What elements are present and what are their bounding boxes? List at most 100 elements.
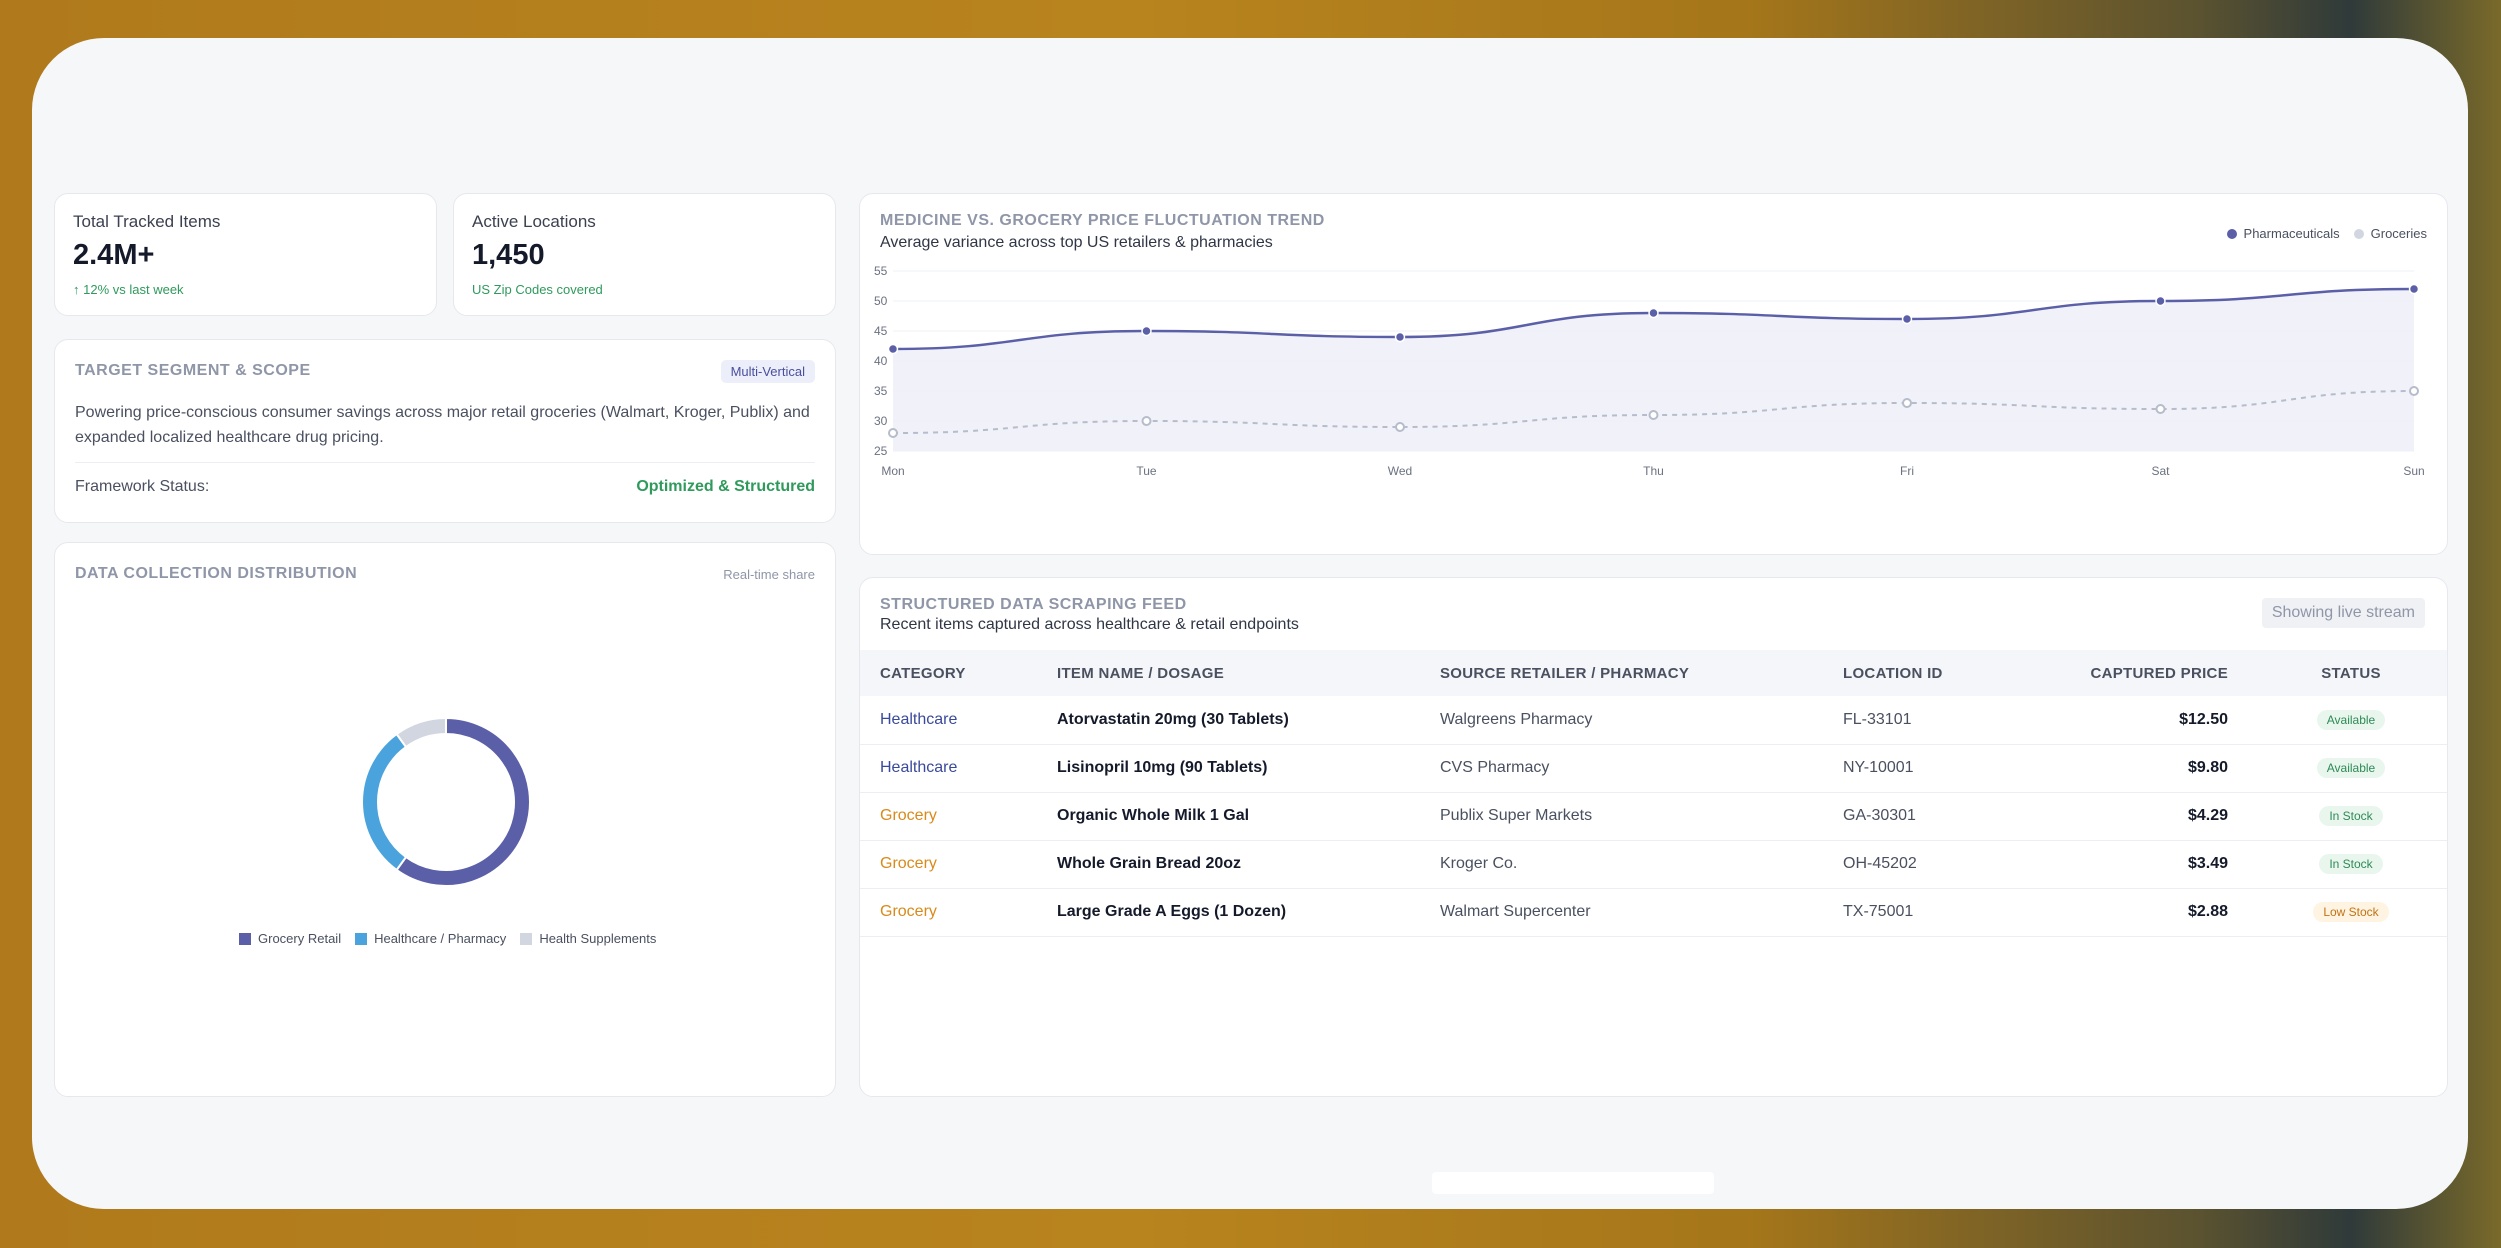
cell-location: OH-45202 bbox=[1823, 840, 2023, 889]
framework-status-value: Optimized & Structured bbox=[636, 478, 815, 495]
kpi-value: 1,450 bbox=[472, 239, 545, 271]
feed-title: STRUCTURED DATA SCRAPING FEED bbox=[880, 596, 1187, 613]
cell-location: TX-75001 bbox=[1823, 888, 2023, 937]
pharma-area-fill bbox=[893, 289, 2414, 451]
legend-swatch bbox=[239, 932, 251, 945]
col-status[interactable]: STATUS bbox=[2248, 650, 2447, 696]
data-point-groceries bbox=[1648, 410, 1659, 420]
kpi-note: US Zip Codes covered bbox=[472, 282, 603, 297]
cell-price: $2.88 bbox=[2023, 888, 2248, 937]
legend-item-supplements: Health Supplements bbox=[520, 931, 656, 946]
legend-item-healthcare: Healthcare / Pharmacy bbox=[355, 931, 506, 946]
data-point-groceries bbox=[888, 428, 898, 438]
legend-swatch bbox=[355, 932, 368, 945]
table-row[interactable]: Grocery Whole Grain Bread 20oz Kroger Co. O… bbox=[860, 840, 2447, 889]
legend-label: Healthcare / Pharmacy bbox=[374, 931, 507, 946]
cell-status: In Stock bbox=[2248, 840, 2447, 889]
legend-item-grocery-retail: Grocery Retail bbox=[239, 931, 341, 946]
cell-status: Available bbox=[2248, 744, 2447, 793]
cell-source: Walmart Supercenter bbox=[1420, 888, 1823, 937]
cell-location: FL-33101 bbox=[1823, 696, 2023, 745]
col-source[interactable]: SOURCE RETAILER / PHARMACY bbox=[1420, 650, 1823, 696]
cell-price: $12.50 bbox=[2023, 696, 2248, 745]
distribution-donut-chart bbox=[361, 716, 531, 887]
table-row[interactable]: Healthcare Lisinopril 10mg (90 Tablets) CV… bbox=[860, 744, 2447, 793]
table-row[interactable]: Grocery Organic Whole Milk 1 Gal Publix Su… bbox=[860, 792, 2447, 841]
cell-item-name: Whole Grain Bread 20oz bbox=[1037, 840, 1420, 889]
feed-table: CATEGORY ITEM NAME / DOSAGE SOURCE RETAI… bbox=[860, 650, 2447, 937]
kpi-label: Active Locations bbox=[472, 212, 596, 231]
slice-healthcare-pharmacy bbox=[361, 732, 408, 872]
framework-status-label: Framework Status: bbox=[75, 478, 210, 495]
cell-source: Walgreens Pharmacy bbox=[1420, 696, 1823, 745]
y-tick-label: 25 bbox=[874, 444, 888, 458]
scope-title: TARGET SEGMENT & SCOPE bbox=[75, 362, 311, 379]
x-tick-label: Tue bbox=[1136, 464, 1157, 478]
data-point-pharmaceuticals bbox=[1394, 331, 1406, 343]
col-item-name[interactable]: ITEM NAME / DOSAGE bbox=[1037, 650, 1420, 696]
status-badge: In Stock bbox=[2319, 854, 2383, 874]
cell-source: Publix Super Markets bbox=[1420, 792, 1823, 841]
slice-grocery-retail bbox=[395, 716, 531, 887]
legend-label: Pharmaceuticals bbox=[2243, 226, 2340, 241]
table-row[interactable]: Healthcare Atorvastatin 20mg (30 Tablets)… bbox=[860, 696, 2447, 745]
legend-item-groceries: Groceries bbox=[2353, 226, 2427, 241]
legend-label: Health Supplements bbox=[539, 931, 657, 946]
cell-location: NY-10001 bbox=[1823, 744, 2023, 793]
y-tick-label: 50 bbox=[874, 294, 888, 308]
multi-vertical-badge: Multi-Vertical bbox=[720, 360, 815, 383]
x-tick-label: Wed bbox=[1388, 464, 1412, 478]
legend-label: Grocery Retail bbox=[258, 931, 342, 946]
x-tick-label: Fri bbox=[1900, 464, 1914, 478]
legend-label: Groceries bbox=[2370, 226, 2427, 241]
data-point-pharmaceuticals bbox=[1141, 325, 1152, 337]
cell-price: $4.29 bbox=[2023, 792, 2248, 841]
realtime-share-label: Real-time share bbox=[723, 567, 815, 582]
cell-category: Grocery bbox=[860, 840, 1037, 889]
col-category[interactable]: CATEGORY bbox=[860, 650, 1037, 696]
legend-item-pharmaceuticals: Pharmaceuticals bbox=[2226, 226, 2340, 241]
status-badge: Available bbox=[2316, 709, 2386, 730]
cell-category: Healthcare bbox=[860, 744, 1037, 793]
cell-status: Available bbox=[2248, 696, 2447, 745]
scope-description: Powering price-conscious consumer saving… bbox=[75, 404, 810, 446]
y-tick-label: 30 bbox=[874, 414, 888, 428]
data-point-groceries bbox=[1902, 398, 1912, 408]
kpi-card-active-locations: Active Locations 1,450 US Zip Codes cove… bbox=[453, 193, 836, 316]
col-location[interactable]: LOCATION ID bbox=[1823, 650, 2023, 696]
data-point-pharmaceuticals bbox=[1648, 307, 1659, 319]
x-tick-label: Sat bbox=[2151, 464, 2170, 478]
legend-swatch bbox=[520, 932, 533, 945]
cell-status: Low Stock bbox=[2248, 888, 2447, 937]
y-tick-label: 35 bbox=[874, 384, 888, 398]
cell-item-name: Large Grade A Eggs (1 Dozen) bbox=[1037, 888, 1420, 937]
data-point-groceries bbox=[1141, 416, 1152, 426]
status-badge: Low Stock bbox=[2313, 902, 2389, 922]
status-badge: Available bbox=[2316, 758, 2386, 778]
cell-item-name: Atorvastatin 20mg (30 Tablets) bbox=[1037, 696, 1420, 745]
trend-line-chart: 25 30 35 40 45 50 55 Mon Tue Wed Thu Fri Sat Sun bbox=[874, 264, 2425, 478]
distribution-legend: Grocery Retail Healthcare / Pharmacy Hea… bbox=[239, 931, 656, 946]
feed-card: STRUCTURED DATA SCRAPING FEED Recent ite… bbox=[859, 577, 2448, 1097]
x-tick-label: Sun bbox=[2403, 464, 2424, 478]
table-header-row: CATEGORY ITEM NAME / DOSAGE SOURCE RETAI… bbox=[860, 650, 2447, 696]
cell-price: $3.49 bbox=[2023, 840, 2248, 889]
live-stream-button[interactable]: Showing live stream bbox=[2261, 598, 2425, 628]
cell-category: Grocery bbox=[860, 888, 1037, 937]
distribution-card: DATA COLLECTION DISTRIBUTION Real-time s… bbox=[54, 542, 836, 1097]
bottom-placeholder-bar bbox=[1432, 1172, 1714, 1194]
kpi-label: Total Tracked Items bbox=[73, 212, 221, 231]
kpi-card-total-items: Total Tracked Items 2.4M+ ↑ 12% vs last … bbox=[54, 193, 437, 316]
cell-location: GA-30301 bbox=[1823, 792, 2023, 841]
y-tick-label: 45 bbox=[874, 324, 888, 338]
slice-health-supplements bbox=[395, 716, 447, 749]
table-row[interactable]: Grocery Large Grade A Eggs (1 Dozen) Walma… bbox=[860, 888, 2447, 937]
legend-dot bbox=[2353, 228, 2364, 239]
app-frame: Total Tracked Items 2.4M+ ↑ 12% vs last … bbox=[32, 38, 2468, 1209]
status-badge: In Stock bbox=[2319, 806, 2383, 826]
data-point-groceries bbox=[2155, 404, 2166, 414]
cell-category: Healthcare bbox=[860, 696, 1037, 745]
scope-card: TARGET SEGMENT & SCOPE Multi-Vertical Po… bbox=[54, 339, 836, 523]
col-price[interactable]: CAPTURED PRICE bbox=[2023, 650, 2248, 696]
trend-subtitle: Average variance across top US retailers… bbox=[880, 234, 1273, 251]
